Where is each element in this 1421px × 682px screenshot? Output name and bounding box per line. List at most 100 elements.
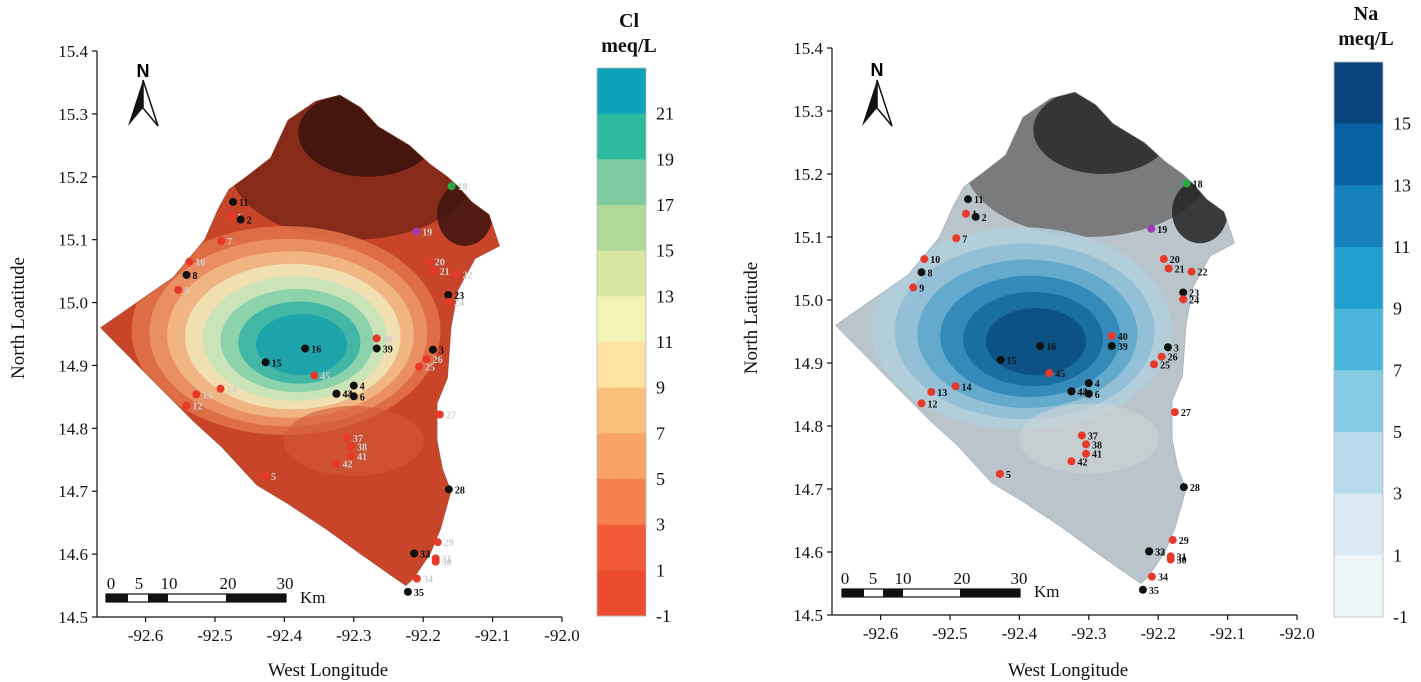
well-label: 45	[1055, 369, 1065, 380]
y-tick-label: 15.3	[793, 102, 823, 121]
well-label: 22	[1198, 268, 1208, 279]
x-tick-label: -92.6	[863, 624, 898, 643]
well-point	[909, 283, 918, 292]
well-point	[952, 234, 961, 243]
well-label: 2	[982, 213, 987, 224]
well-label: 34	[423, 575, 433, 586]
well-label: 22	[463, 270, 473, 281]
well-label: 5	[1006, 470, 1011, 481]
well-label: 23	[1189, 288, 1199, 299]
well-point	[452, 270, 461, 279]
well-point	[349, 392, 358, 401]
well-label: 8	[928, 268, 933, 279]
well-label: 42	[1077, 457, 1087, 468]
y-tick-label: 15.4	[793, 39, 823, 58]
well-point	[217, 236, 226, 245]
well-label: 35	[414, 588, 424, 599]
cl-contour-map: 1234567891011121314151618192021222324252…	[99, 94, 500, 599]
scale-label-10: 10	[161, 574, 178, 593]
y-tick-label: 15.4	[58, 42, 88, 61]
x-tick-label: -92.5	[197, 626, 232, 645]
x-tick-label: -92.4	[1002, 624, 1038, 643]
cl-colorbar: 21 19 17 15 13 11 9 7 5 3 1 -1	[596, 67, 674, 626]
well-point	[1163, 343, 1172, 352]
well-label: 44	[1077, 387, 1087, 398]
colorbar-tick-label: 1	[656, 560, 665, 580]
well-label: 28	[1190, 483, 1200, 494]
scale-label-20: 20	[954, 569, 971, 588]
well-point	[1179, 295, 1188, 304]
well-label: 13	[937, 388, 947, 399]
well-point	[1082, 449, 1091, 458]
well-label: 26	[433, 355, 443, 366]
north-arrow-label: N	[871, 60, 884, 80]
well-label: 21	[1175, 265, 1185, 276]
well-point	[1107, 331, 1116, 340]
well-point	[412, 227, 421, 236]
colorbar-tick-label: 3	[1393, 484, 1402, 504]
well-point	[1107, 341, 1116, 350]
well-label: 31	[1177, 552, 1187, 563]
well-label: 10	[195, 258, 205, 269]
y-tick-label: 14.5	[793, 606, 823, 625]
well-point	[332, 389, 341, 398]
x-tick-label: -92.2	[405, 626, 440, 645]
well-label: 11	[239, 198, 248, 209]
scale-label-10: 10	[895, 569, 912, 588]
well-label: 14	[227, 385, 237, 396]
well-point	[349, 381, 358, 390]
well-label: 18	[1193, 179, 1203, 190]
na-axes: 15.4 15.3 15.2 15.1 15.0 14.9 14.8 14.7 14.6 14.5…	[793, 39, 1314, 643]
well-point	[1147, 224, 1156, 233]
well-label: 14	[962, 382, 972, 393]
well-point	[1077, 431, 1086, 440]
colorbar-tick-label: 17	[656, 195, 674, 215]
well-point	[971, 212, 980, 221]
well-label: 29	[1179, 536, 1189, 547]
colorbar-tick-label: 9	[656, 378, 665, 398]
well-point	[429, 267, 438, 276]
well-label: 25	[1160, 360, 1170, 371]
well-label: 4	[1095, 379, 1100, 390]
colorbar-tick-label: 5	[1393, 422, 1402, 442]
well-point	[1182, 179, 1191, 188]
well-point	[995, 469, 1004, 478]
colorbar-swatch	[597, 205, 646, 252]
cl-axes: 15.4 15.3 15.2 15.1 15.0 14.9 14.8 14.7 14.6 14.5…	[58, 42, 579, 645]
well-point	[229, 197, 238, 206]
well-point	[444, 291, 453, 300]
colorbar-swatch	[597, 570, 646, 617]
y-tick-label: 14.9	[793, 354, 823, 373]
well-label: 7	[227, 237, 232, 248]
colorbar-swatch	[597, 68, 646, 115]
colorbar-swatch	[597, 524, 646, 571]
well-point	[964, 195, 973, 204]
well-point	[1145, 547, 1154, 556]
well-label: 20	[1170, 255, 1180, 266]
well-label: 5	[271, 472, 276, 483]
well-point	[174, 285, 183, 294]
well-point	[342, 433, 351, 442]
well-label: 38	[1092, 440, 1102, 451]
scale-unit: Km	[300, 588, 326, 607]
y-tick-label: 15.1	[58, 231, 88, 250]
colorbar-tick-label: 13	[656, 286, 674, 306]
y-tick-label: 15.1	[793, 228, 823, 247]
north-arrow-label: N	[137, 61, 150, 81]
well-label: 20	[435, 258, 445, 269]
well-point	[1045, 369, 1054, 378]
x-tick-label: -92.0	[1279, 624, 1314, 643]
well-label: 24	[454, 298, 464, 309]
colorbar-tick-label: -1	[656, 606, 671, 626]
y-tick-label: 14.8	[793, 417, 823, 436]
well-point	[1084, 379, 1093, 388]
well-label: 8	[193, 271, 198, 282]
well-point	[1179, 288, 1188, 297]
y-tick-label: 15.3	[58, 105, 88, 124]
well-point	[412, 574, 421, 583]
cl-colorbar-title: Cl	[619, 10, 639, 32]
x-tick-label: -92.3	[1071, 624, 1106, 643]
scale-label-0: 0	[107, 574, 116, 593]
well-label: 41	[357, 452, 367, 463]
well-label: 28	[455, 485, 465, 496]
